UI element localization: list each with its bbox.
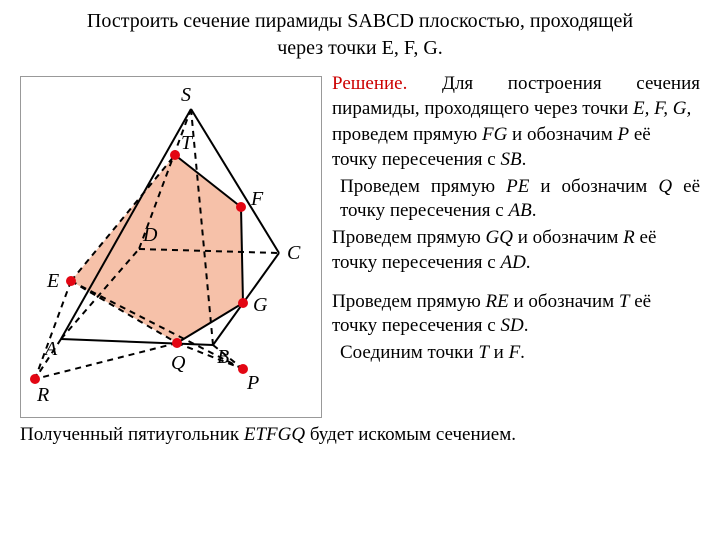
p4-GQ: GQ	[486, 227, 513, 248]
svg-text:B: B	[217, 346, 229, 368]
p1-points: E, F, G,	[633, 98, 691, 119]
solution-label: Решение.	[332, 73, 407, 94]
p4-R: R	[623, 227, 635, 248]
p5a: Проведем прямую	[332, 291, 486, 312]
p4d: .	[526, 252, 531, 273]
footer-sec: ETFGQ	[244, 424, 305, 445]
p6-T: T	[478, 342, 489, 363]
svg-text:S: S	[181, 84, 191, 106]
p2-SB: SB	[500, 149, 521, 170]
p2-FG: FG	[482, 124, 507, 145]
step-fg: проведем прямую FG и обозначим P её точк…	[332, 123, 700, 172]
p4-AD: AD	[500, 252, 525, 273]
p5-SD: SD	[500, 315, 523, 336]
pyramid-diagram: S A B C D E F G T Q P R	[20, 76, 322, 418]
p5b: и обозначим	[509, 291, 619, 312]
svg-text:A: A	[43, 338, 58, 360]
step-re: Проведем прямую RE и обозначим T её точк…	[332, 290, 700, 339]
p2d: .	[522, 149, 527, 170]
footer-a: Полученный пятиугольник	[20, 424, 244, 445]
p4a: Проведем прямую	[332, 227, 486, 248]
problem-title: Построить сечение пирамиды SABCD плоскос…	[20, 8, 700, 62]
body-row: SABCDEFGTQPR Решение. Для построения сеч…	[20, 72, 700, 418]
p3-AB: AB	[508, 200, 531, 221]
svg-text:F: F	[250, 188, 264, 210]
svg-text:R: R	[36, 384, 49, 406]
svg-text:E: E	[46, 270, 59, 292]
p5-RE: RE	[486, 291, 509, 312]
p3d: .	[532, 200, 537, 221]
p4b: и обозначим	[513, 227, 623, 248]
p6c: .	[520, 342, 525, 363]
p3-PE: PE	[506, 176, 529, 197]
svg-text:T: T	[181, 132, 194, 154]
p6a: Соединим точки	[340, 342, 478, 363]
p6-F: F	[509, 342, 521, 363]
page-root: Построить сечение пирамиды SABCD плоскос…	[0, 0, 720, 540]
p3a: Проведем прямую	[340, 176, 506, 197]
solution-intro: Решение. Для построения сечения пирамиды…	[332, 72, 700, 121]
p5d: .	[524, 315, 529, 336]
conclusion: Полученный пятиугольник ETFGQ будет иско…	[20, 422, 700, 447]
step-pe: Проведем прямую PE и обозначим Q её точк…	[332, 175, 700, 224]
p2b: и обозначим	[507, 124, 617, 145]
svg-text:G: G	[253, 294, 268, 316]
svg-text:P: P	[246, 372, 259, 394]
svg-text:Q: Q	[171, 352, 186, 374]
p6b: и	[489, 342, 509, 363]
p2-P: P	[617, 124, 629, 145]
svg-text:D: D	[142, 224, 158, 246]
step-gq: Проведем прямую GQ и обозначим R её точк…	[332, 226, 700, 275]
title-line-2: через точки E, F, G.	[277, 37, 443, 59]
p3-Q: Q	[658, 176, 672, 197]
title-line-1: Построить сечение пирамиды SABCD плоскос…	[87, 10, 633, 32]
svg-text:C: C	[287, 242, 301, 264]
solution-text: Решение. Для построения сечения пирамиды…	[322, 72, 700, 368]
step-tf: Соединим точки T и F.	[332, 341, 700, 366]
p5-T: T	[619, 291, 630, 312]
p3b: и обозначим	[529, 176, 658, 197]
p2a: проведем прямую	[332, 124, 482, 145]
footer-b: будет искомым сечением.	[305, 424, 516, 445]
